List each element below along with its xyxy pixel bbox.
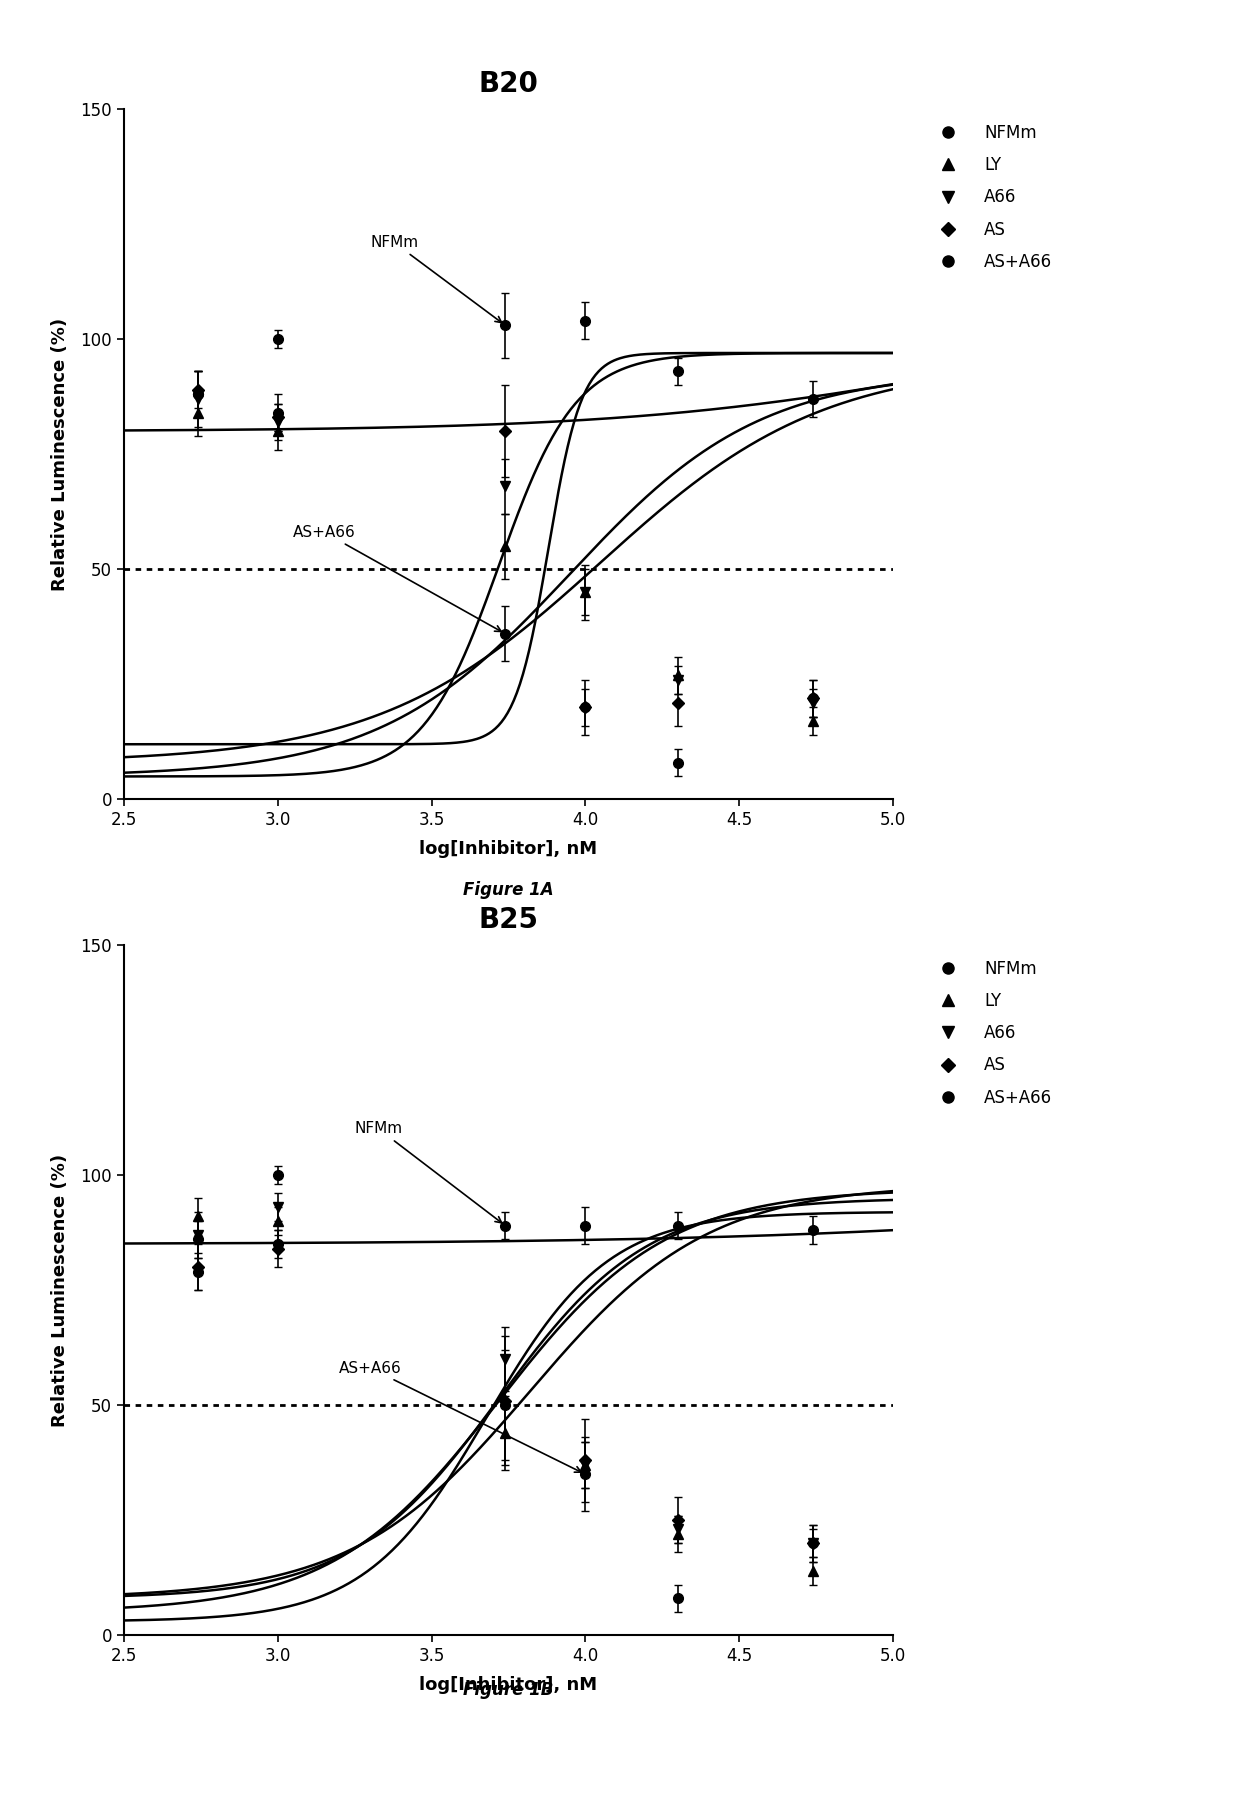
Text: AS+A66: AS+A66 xyxy=(293,525,501,632)
Title: B25: B25 xyxy=(479,907,538,934)
Text: Figure 1A: Figure 1A xyxy=(463,881,554,899)
Y-axis label: Relative Luminescence (%): Relative Luminescence (%) xyxy=(51,318,69,591)
Legend: NFMm, LY, A66, AS, AS+A66: NFMm, LY, A66, AS, AS+A66 xyxy=(924,954,1059,1114)
X-axis label: log[Inhibitor], nM: log[Inhibitor], nM xyxy=(419,1677,598,1693)
X-axis label: log[Inhibitor], nM: log[Inhibitor], nM xyxy=(419,841,598,858)
Y-axis label: Relative Luminescence (%): Relative Luminescence (%) xyxy=(51,1154,69,1426)
Text: NFMm: NFMm xyxy=(370,234,502,323)
Legend: NFMm, LY, A66, AS, AS+A66: NFMm, LY, A66, AS, AS+A66 xyxy=(924,118,1059,278)
Text: Figure 1B: Figure 1B xyxy=(464,1681,553,1699)
Title: B20: B20 xyxy=(479,71,538,98)
Text: AS+A66: AS+A66 xyxy=(340,1361,582,1472)
Text: NFMm: NFMm xyxy=(355,1121,502,1223)
